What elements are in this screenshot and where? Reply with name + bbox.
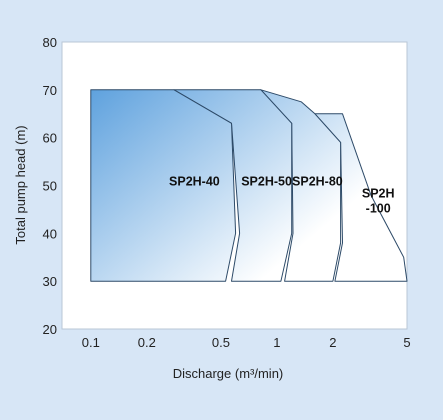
- x-tick-label: 0.5: [212, 335, 230, 350]
- x-tick-label: 0.1: [82, 335, 100, 350]
- y-tick-label: 70: [43, 83, 57, 98]
- x-axis-title: Discharge (m³/min): [173, 366, 284, 381]
- y-axis-title: Total pump head (m): [13, 125, 28, 244]
- pump-regions: [90, 89, 408, 282]
- y-tick-label: 60: [43, 131, 57, 146]
- region-sp2h-40: [90, 89, 237, 282]
- region-label-line: -100: [366, 202, 391, 216]
- y-tick-label: 40: [43, 226, 57, 241]
- region-sp2h-50: [173, 89, 293, 282]
- y-tick-label: 30: [43, 274, 57, 289]
- region-label-sp2h-100: SP2H -100: [362, 187, 395, 216]
- region-label-line: SP2H-80: [292, 175, 343, 189]
- x-tick-label: 0.2: [138, 335, 156, 350]
- region-label-line: SP2H: [362, 187, 395, 201]
- region-label-line: SP2H-40: [169, 175, 220, 189]
- x-tick-label: 2: [329, 335, 336, 350]
- x-tick-label: 1: [273, 335, 280, 350]
- region-label-sp2h-40: SP2H-40: [169, 175, 220, 189]
- region-label-line: SP2H-50: [241, 175, 292, 189]
- y-axis-ticks: 20 30 40 50 60 70 80: [43, 35, 57, 337]
- region-sp2h-100: [314, 113, 408, 282]
- x-axis-ticks: 0.1 0.2 0.5 1 2 5: [82, 335, 411, 350]
- region-label-sp2h-80: SP2H-80: [292, 175, 343, 189]
- y-tick-label: 20: [43, 322, 57, 337]
- region-labels: SP2H-40 SP2H-50 SP2H-80 SP2H -100: [169, 175, 394, 216]
- region-sp2h-80: [260, 89, 342, 282]
- region-label-sp2h-50: SP2H-50: [241, 175, 292, 189]
- x-tick-label: 5: [403, 335, 410, 350]
- y-tick-label: 50: [43, 179, 57, 194]
- y-tick-label: 80: [43, 35, 57, 50]
